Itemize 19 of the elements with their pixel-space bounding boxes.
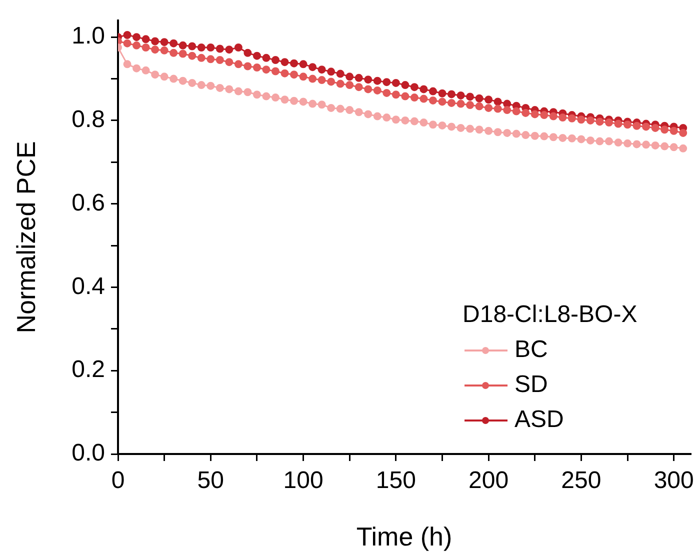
x-tick-label: 200	[468, 467, 509, 494]
legend-title: D18-Cl:L8-BO-X	[462, 301, 638, 328]
x-tick-label: 100	[283, 467, 324, 494]
x-axis-title: Time (h)	[356, 522, 452, 552]
x-tick-label: 250	[561, 467, 602, 494]
x-tick-label: 150	[376, 467, 416, 494]
y-tick-label: 0.6	[72, 189, 105, 216]
y-tick-label: 0.4	[72, 272, 105, 300]
y-axis-title: Normalized PCE	[10, 141, 41, 334]
y-tick-label: 0.0	[72, 440, 105, 467]
x-tick-label: 300	[654, 467, 694, 494]
y-tick-label: 0.2	[72, 356, 105, 384]
legend-label: BC	[514, 336, 548, 364]
x-tick-label: 0	[111, 467, 125, 494]
legend-label: SD	[514, 371, 548, 398]
y-tick-label: 1.0	[72, 22, 105, 50]
legend-label: ASD	[514, 406, 564, 434]
x-tick-label: 50	[197, 467, 224, 494]
y-tick-label: 0.8	[72, 106, 105, 134]
